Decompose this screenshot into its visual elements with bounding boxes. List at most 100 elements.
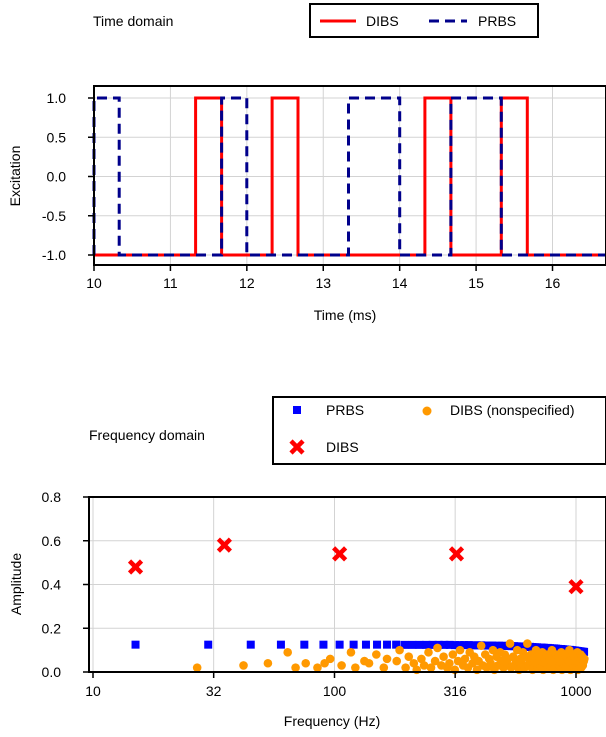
time-x-tick-label: 12 (239, 275, 255, 291)
dibs-nonspecified-point (346, 648, 356, 657)
frequency-series-2 (127, 537, 584, 595)
dibs-nonspecified-point (419, 661, 429, 670)
frequency-domain-panel: Frequency domain PRBS DIBS (nonspecified… (8, 396, 606, 729)
time-x-tick-label: 11 (163, 275, 178, 291)
dibs-nonspecified-point (409, 658, 419, 668)
frequency-x-tick-label: 1000 (560, 683, 591, 699)
frequency-legend-prbs-marker (293, 406, 301, 414)
dibs-point (127, 559, 144, 575)
dibs-nonspecified-point (523, 639, 532, 648)
frequency-legend: PRBS DIBS (nonspecified) DIBS (272, 396, 606, 465)
prbs-point (383, 640, 392, 649)
dibs-point (448, 546, 465, 562)
dibs-nonspecified-point (505, 639, 515, 648)
frequency-x-tick-label: 316 (443, 683, 467, 699)
time-x-tick-label: 13 (315, 275, 331, 291)
time-plot-frame (93, 85, 606, 266)
prbs-point (580, 647, 589, 656)
prbs-point (131, 640, 140, 649)
dibs-nonspecified-point (404, 652, 414, 661)
frequency-series (127, 537, 589, 675)
frequency-x-tick-label: 10 (85, 683, 101, 699)
time-series-dibs-line (94, 96, 606, 257)
prbs-point (408, 640, 417, 649)
prbs-point (469, 641, 478, 650)
time-y-tick-label: 0.5 (47, 129, 67, 145)
time-series-prbs-line (92, 96, 606, 257)
time-x-tick-label: 14 (392, 275, 408, 291)
time-y-tick-label: -1.0 (42, 247, 66, 263)
dibs-nonspecified-point (351, 663, 360, 672)
prbs-point (428, 640, 437, 649)
prbs-point (460, 641, 469, 650)
frequency-y-tick-label: 0.6 (42, 533, 62, 549)
dibs-nonspecified-point (486, 658, 495, 668)
dibs-nonspecified-point (364, 658, 374, 668)
dibs-nonspecified-point (301, 658, 311, 668)
time-x-axis-label: Time (ms) (314, 307, 376, 323)
dibs-nonspecified-point (430, 656, 440, 666)
dibs-nonspecified-point (283, 648, 292, 657)
time-y-axis-label: Excitation (7, 146, 23, 207)
time-y-tick-label: -0.5 (42, 208, 66, 224)
dibs-nonspecified-point (455, 645, 465, 655)
frequency-legend-nonspecified-label: DIBS (nonspecified) (450, 402, 575, 418)
prbs-point (440, 640, 449, 649)
prbs-point (276, 640, 285, 649)
dibs-nonspecified-point (239, 661, 248, 670)
dibs-point (568, 579, 584, 595)
dibs-point (216, 537, 232, 553)
dibs-nonspecified-point (439, 652, 448, 661)
dibs-nonspecified-point (325, 654, 335, 664)
frequency-x-axis-label: Frequency (Hz) (284, 713, 380, 729)
dibs-nonspecified-point (476, 641, 486, 651)
prbs-point (204, 640, 213, 649)
frequency-y-tick-label: 0.0 (42, 664, 62, 680)
frequency-y-tick-label: 0.4 (42, 577, 62, 593)
dibs-nonspecified-point (448, 650, 458, 659)
prbs-point (361, 640, 370, 649)
frequency-series-1 (192, 639, 589, 675)
dibs-nonspecified-point (392, 656, 402, 666)
dibs-nonspecified-point (580, 654, 589, 664)
dibs-point (332, 546, 348, 562)
frequency-legend-frame (272, 396, 606, 465)
dibs-nonspecified-point (433, 643, 442, 653)
prbs-point (300, 640, 309, 649)
dibs-nonspecified-point (426, 663, 436, 672)
prbs-point (335, 640, 344, 649)
frequency-legend-prbs-label: PRBS (326, 402, 364, 418)
time-x-tick-label: 10 (86, 275, 102, 291)
dibs-nonspecified-point (395, 645, 404, 655)
dibs-nonspecified-point (313, 663, 322, 672)
prbs-point (246, 640, 255, 649)
dibs-nonspecified-point (401, 663, 410, 672)
time-y-tick-label: 1.0 (47, 90, 67, 106)
dibs-nonspecified-point (488, 645, 498, 655)
frequency-legend-nonspecified-marker (422, 406, 432, 416)
dibs-nonspecified-point (460, 654, 470, 664)
frequency-x-tick-label: 100 (323, 683, 347, 699)
prbs-point (445, 640, 454, 649)
time-x-tick-label: 15 (468, 275, 484, 291)
frequency-legend-dibs-marker (289, 439, 305, 455)
prbs-point (349, 640, 358, 649)
prbs-point (400, 640, 409, 649)
frequency-y-tick-label: 0.2 (42, 620, 62, 636)
prbs-point (464, 641, 473, 650)
time-domain-panel: Time domain DIBS PRBS 10 11 12 13 14 15 16 1.0 0… (7, 3, 606, 323)
frequency-y-tick-label: 0.8 (42, 489, 62, 505)
frequency-domain-label: Frequency domain (89, 427, 205, 443)
time-ticks: 10 11 12 13 14 15 16 1.0 0.5 0.0 -0.5 -1.0 (42, 90, 561, 291)
frequency-legend-dibs-label: DIBS (326, 439, 359, 455)
prbs-point (422, 640, 431, 649)
frequency-x-tick-label: 32 (206, 683, 222, 699)
dibs-nonspecified-point (192, 663, 202, 672)
time-legend-prbs-label: PRBS (478, 13, 516, 29)
dibs-nonspecified-point (424, 648, 433, 657)
time-legend-dibs-label: DIBS (366, 13, 399, 29)
dibs-nonspecified-point (445, 658, 454, 668)
dibs-nonspecified-point (379, 663, 389, 672)
dibs-nonspecified-point (417, 654, 426, 664)
